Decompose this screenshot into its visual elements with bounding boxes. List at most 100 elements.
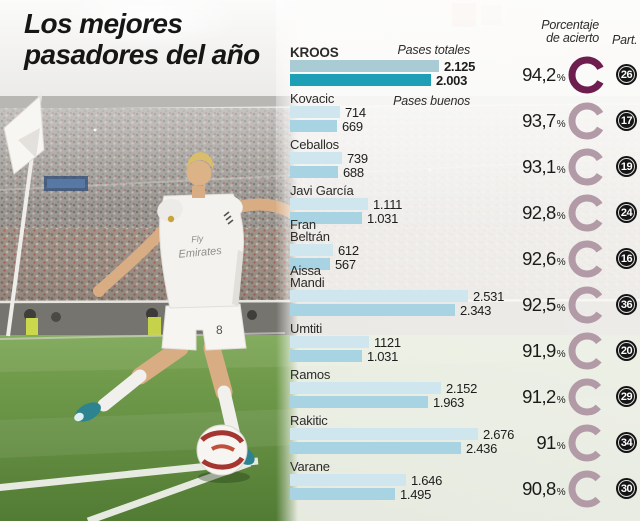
good-passes-bar bbox=[290, 304, 455, 316]
player-name: Umtiti bbox=[290, 321, 323, 336]
good-passes-value: 688 bbox=[343, 165, 364, 180]
participation-number: 17 bbox=[620, 114, 633, 127]
svg-text:Fly: Fly bbox=[191, 233, 204, 244]
total-passes-value: 714 bbox=[345, 105, 366, 120]
good-passes-bar bbox=[290, 488, 395, 500]
player-left-sock bbox=[97, 369, 147, 412]
accuracy-number: 93,1 bbox=[522, 156, 556, 177]
player-row: Varane 1.646 1.495 90,8% 30 bbox=[288, 460, 640, 512]
percent-sign: % bbox=[556, 257, 566, 268]
total-passes-bar bbox=[290, 198, 368, 210]
good-passes-value: 669 bbox=[342, 119, 363, 134]
accuracy-donut-icon bbox=[568, 470, 606, 508]
club-crest bbox=[167, 215, 175, 223]
accuracy-value: 91,2% bbox=[522, 386, 566, 408]
player-row: Ramos 2.152 1.963 91,2% 29 bbox=[288, 368, 640, 420]
accuracy-number: 90,8 bbox=[522, 478, 556, 499]
good-passes-bar bbox=[290, 258, 330, 270]
legend-total-passes: Pases totales bbox=[397, 43, 471, 57]
participation-badge: 19 bbox=[616, 156, 637, 177]
good-passes-value: 1.963 bbox=[433, 395, 465, 410]
accuracy-value: 92,8% bbox=[522, 202, 566, 224]
accuracy-number: 92,8 bbox=[522, 202, 556, 223]
total-passes-value: 1121 bbox=[374, 335, 401, 350]
total-passes-bar bbox=[290, 428, 478, 440]
football bbox=[196, 424, 250, 483]
percent-sign: % bbox=[556, 211, 566, 222]
brand-stripes bbox=[223, 211, 234, 225]
player-name: Ceballos bbox=[290, 137, 339, 152]
good-passes-bar bbox=[290, 212, 362, 224]
good-passes-value: 2.343 bbox=[460, 303, 492, 318]
accuracy-value: 94,2% bbox=[522, 64, 566, 86]
player-name: Ramos bbox=[290, 367, 331, 382]
total-passes-value: 1.111 bbox=[373, 197, 403, 212]
participation-badge: 36 bbox=[616, 294, 637, 315]
accuracy-donut-icon bbox=[568, 424, 606, 462]
good-passes-bar bbox=[290, 166, 338, 178]
total-passes-value: 2.152 bbox=[446, 381, 478, 396]
player-row: Javi García 1.111 1.031 92,8% 24 bbox=[288, 184, 640, 236]
accuracy-value: 90,8% bbox=[522, 478, 566, 500]
participation-badge: 16 bbox=[616, 248, 637, 269]
total-passes-bar bbox=[290, 106, 340, 118]
participation-number: 24 bbox=[620, 206, 633, 219]
good-passes-value: 1.031 bbox=[367, 349, 399, 364]
title-line-1: Los mejores bbox=[24, 8, 183, 39]
player-row: Kovacic 714 669 93,7% 17 bbox=[288, 92, 640, 144]
good-passes-bar bbox=[290, 396, 428, 408]
accuracy-number: 93,7 bbox=[522, 110, 556, 131]
accuracy-number: 91 bbox=[536, 432, 556, 453]
player-row: Rakitic 2.676 2.436 91% 34 bbox=[288, 414, 640, 466]
total-passes-value: 2.531 bbox=[473, 289, 505, 304]
legend-good-passes: Pases buenos bbox=[393, 94, 470, 108]
participation-number: 26 bbox=[620, 68, 633, 81]
accuracy-number: 92,5 bbox=[522, 294, 556, 315]
participation-badge: 30 bbox=[616, 478, 637, 499]
player-name: Kovacic bbox=[290, 91, 335, 106]
accuracy-value: 92,6% bbox=[522, 248, 566, 270]
player-name: Fran Beltrán bbox=[290, 217, 330, 244]
percent-sign: % bbox=[556, 73, 566, 84]
participation-number: 29 bbox=[620, 390, 633, 403]
accuracy-value: 91,9% bbox=[522, 340, 566, 362]
accuracy-value: 91% bbox=[536, 432, 565, 454]
player-figure: 8 Fly Emirates bbox=[74, 152, 300, 465]
percent-sign: % bbox=[556, 441, 566, 452]
total-passes-value: 2.125 bbox=[444, 59, 476, 74]
participation-number: 20 bbox=[620, 344, 633, 357]
page-title: Los mejores pasadores del año bbox=[24, 8, 260, 70]
passers-chart: Pases totales Pases buenos Porcentaje de… bbox=[288, 0, 640, 521]
player-name: Aissa Mandi bbox=[290, 263, 325, 290]
shorts-number: 8 bbox=[216, 323, 223, 337]
percent-sign: % bbox=[556, 487, 566, 498]
total-passes-bar bbox=[290, 60, 439, 72]
accuracy-donut-icon bbox=[568, 148, 606, 186]
percent-sign: % bbox=[556, 303, 566, 314]
participation-number: 19 bbox=[620, 160, 633, 173]
accuracy-value: 92,5% bbox=[522, 294, 566, 316]
good-passes-value: 2.003 bbox=[436, 73, 468, 88]
accuracy-donut-icon bbox=[568, 194, 606, 232]
column-header-participation: Part. bbox=[612, 33, 638, 47]
total-passes-value: 2.676 bbox=[483, 427, 515, 442]
accuracy-number: 94,2 bbox=[522, 64, 556, 85]
good-passes-bar bbox=[290, 350, 362, 362]
total-passes-bar bbox=[290, 152, 342, 164]
player-name: Javi García bbox=[290, 183, 354, 198]
participation-number: 30 bbox=[620, 482, 633, 495]
total-passes-bar bbox=[290, 474, 406, 486]
good-passes-value: 1.031 bbox=[367, 211, 399, 226]
accuracy-donut-icon bbox=[568, 332, 606, 370]
total-passes-value: 612 bbox=[338, 243, 359, 258]
accuracy-donut-icon bbox=[568, 56, 606, 94]
player-head bbox=[186, 160, 212, 186]
player-name: Rakitic bbox=[290, 413, 328, 428]
accuracy-number: 91,9 bbox=[522, 340, 556, 361]
player-row: Aissa Mandi 2.531 2.343 92,5% 36 bbox=[288, 264, 640, 328]
player-row: Umtiti 1121 1.031 91,9% 20 bbox=[288, 322, 640, 374]
participation-badge: 20 bbox=[616, 340, 637, 361]
good-passes-value: 567 bbox=[335, 257, 356, 272]
player-row: KROOS 2.125 2.003 94,2% 26 bbox=[288, 46, 640, 98]
player-shorts bbox=[161, 303, 247, 351]
